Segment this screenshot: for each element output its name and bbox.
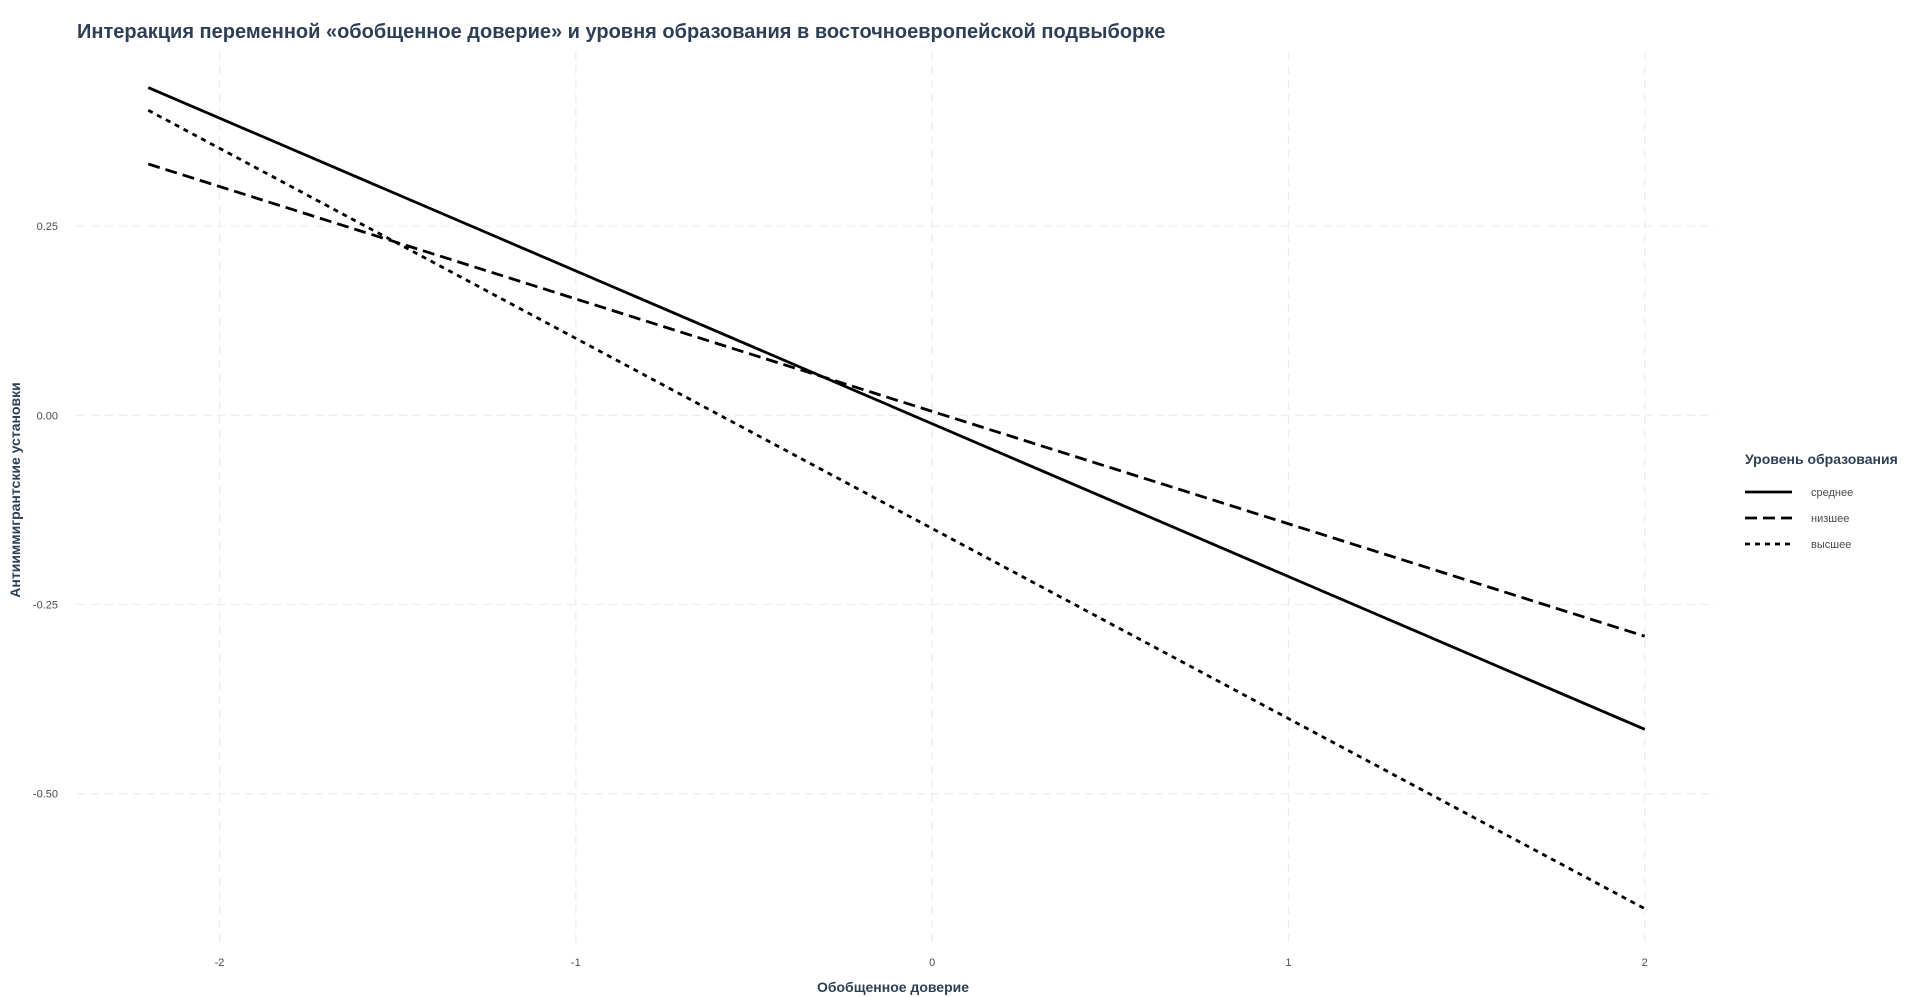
series-lines bbox=[147, 86, 1646, 910]
x-tick-label: -2 bbox=[215, 957, 225, 969]
y-tick-label: -0.25 bbox=[33, 599, 58, 611]
series-line-dotted bbox=[147, 109, 1646, 910]
grid bbox=[77, 52, 1716, 945]
legend-label: высшее bbox=[1811, 539, 1851, 551]
series-line-dashed bbox=[147, 162, 1646, 638]
x-tick-label: 0 bbox=[929, 957, 935, 969]
x-tick-label: 2 bbox=[1642, 957, 1648, 969]
y-axis-title: Антииммигрантские установки bbox=[7, 382, 23, 597]
legend: Уровень образования среднее низшее высшее bbox=[1745, 451, 1898, 551]
y-tick-label: 0.25 bbox=[37, 221, 58, 233]
chart-title: Интеракция переменной «обобщенное довери… bbox=[77, 21, 1165, 43]
y-tick-label: 0.00 bbox=[37, 410, 58, 422]
legend-title: Уровень образования bbox=[1745, 451, 1898, 467]
x-tick-label: -1 bbox=[571, 957, 581, 969]
x-axis-title: Обобщенное доверие bbox=[817, 979, 969, 995]
tick-labels: -2 -1 0 1 2 0.25 0.00 -0.25 -0.50 bbox=[33, 221, 1648, 969]
legend-items: среднее низшее высшее bbox=[1745, 487, 1853, 551]
x-tick-label: 1 bbox=[1285, 957, 1291, 969]
legend-label: среднее bbox=[1811, 487, 1853, 499]
legend-label: низшее bbox=[1811, 513, 1849, 525]
y-tick-label: -0.50 bbox=[33, 789, 58, 801]
series-line-solid bbox=[147, 86, 1646, 731]
